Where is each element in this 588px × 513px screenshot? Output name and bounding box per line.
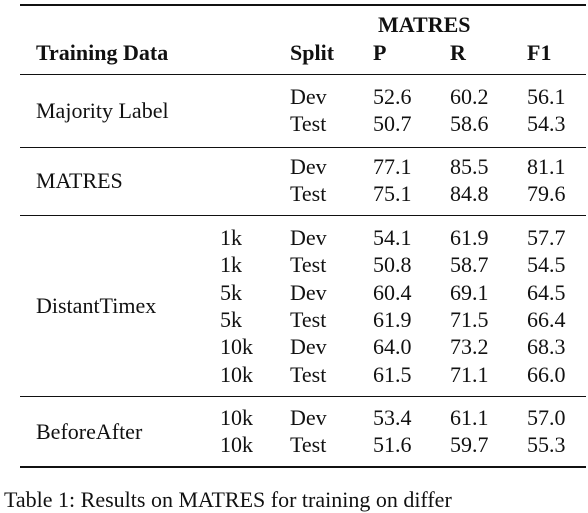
rule (20, 147, 586, 148)
r-cell: 58.7 (450, 252, 489, 278)
p-cell: 50.8 (373, 252, 412, 278)
column-header: Split (290, 40, 335, 65)
split-cell: Dev (290, 225, 327, 250)
size-cell: 10k (220, 334, 253, 360)
size-cell: 1k (220, 225, 242, 250)
f1-cell: 64.5 (527, 279, 566, 305)
r-cell: 59.7 (450, 432, 489, 458)
split-cell: Dev (290, 84, 327, 109)
column-header: R (450, 40, 466, 65)
r-cell: 60.2 (450, 84, 489, 109)
group-header: MATRES (378, 12, 471, 37)
f1-cell: 54.3 (527, 111, 566, 137)
p-cell: 77.1 (373, 154, 412, 179)
group-label: BeforeAfter (36, 418, 143, 444)
p-cell: 64.0 (373, 334, 412, 360)
f1-cell: 55.3 (527, 432, 566, 458)
f1-cell: 68.3 (527, 334, 566, 360)
p-cell: 52.6 (373, 84, 412, 109)
split-cell: Dev (290, 334, 327, 360)
column-header: P (373, 40, 387, 65)
r-cell: 71.1 (450, 361, 489, 387)
split-cell: Dev (290, 405, 327, 430)
size-cell: 10k (220, 405, 253, 430)
caption: Table 1: Results on MATRES for training … (4, 487, 452, 512)
p-cell: 51.6 (373, 432, 412, 458)
f1-cell: 56.1 (527, 84, 566, 109)
rule (20, 74, 586, 75)
rule (20, 215, 586, 216)
f1-cell: 66.4 (527, 306, 566, 332)
size-cell: 5k (220, 306, 242, 332)
rule (20, 396, 586, 397)
split-cell: Test (290, 306, 327, 332)
p-cell: 61.5 (373, 361, 412, 387)
split-cell: Test (290, 361, 327, 387)
group-label: DistantTimex (36, 293, 157, 319)
r-cell: 85.5 (450, 154, 489, 179)
r-cell: 61.1 (450, 405, 489, 430)
bottom-rule (20, 466, 586, 468)
split-cell: Test (290, 181, 327, 207)
top-rule (20, 4, 586, 6)
size-cell: 10k (220, 361, 253, 387)
p-cell: 61.9 (373, 306, 412, 332)
p-cell: 60.4 (373, 279, 412, 305)
f1-cell: 79.6 (527, 181, 566, 207)
r-cell: 71.5 (450, 306, 489, 332)
f1-cell: 57.0 (527, 405, 566, 430)
r-cell: 69.1 (450, 279, 489, 305)
size-cell: 5k (220, 279, 242, 305)
split-cell: Test (290, 432, 327, 458)
size-cell: 1k (220, 252, 242, 278)
p-cell: 54.1 (373, 225, 412, 250)
r-cell: 73.2 (450, 334, 489, 360)
r-cell: 61.9 (450, 225, 489, 250)
column-header: Training Data (36, 40, 169, 65)
r-cell: 84.8 (450, 181, 489, 207)
split-cell: Test (290, 252, 327, 278)
split-cell: Dev (290, 154, 327, 179)
f1-cell: 81.1 (527, 154, 566, 179)
p-cell: 75.1 (373, 181, 412, 207)
split-cell: Dev (290, 279, 327, 305)
group-label: MATRES (36, 167, 123, 193)
split-cell: Test (290, 111, 327, 137)
f1-cell: 57.7 (527, 225, 566, 250)
p-cell: 53.4 (373, 405, 412, 430)
f1-cell: 66.0 (527, 361, 566, 387)
p-cell: 50.7 (373, 111, 412, 137)
size-cell: 10k (220, 432, 253, 458)
group-label: Majority Label (36, 97, 169, 123)
r-cell: 58.6 (450, 111, 489, 137)
f1-cell: 54.5 (527, 252, 566, 278)
column-header: F1 (527, 40, 552, 65)
